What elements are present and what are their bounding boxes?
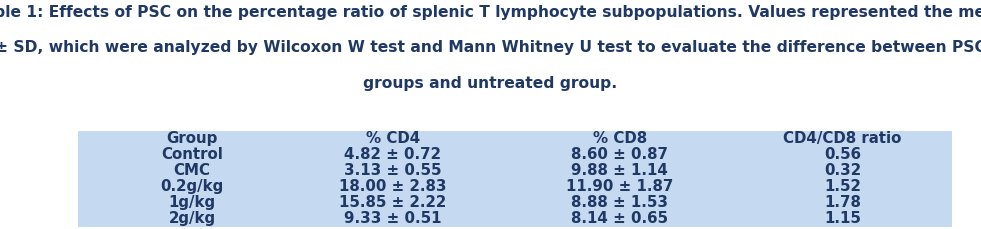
- Text: 8.60 ± 0.87: 8.60 ± 0.87: [571, 147, 668, 162]
- Text: 1.15: 1.15: [824, 211, 861, 226]
- Text: 0.56: 0.56: [824, 147, 861, 162]
- Text: 8.14 ± 0.65: 8.14 ± 0.65: [571, 211, 668, 226]
- Text: 18.00 ± 2.83: 18.00 ± 2.83: [339, 179, 446, 194]
- Text: 0.2g/kg: 0.2g/kg: [160, 179, 224, 194]
- Text: 2g/kg: 2g/kg: [169, 211, 216, 226]
- Text: Group: Group: [167, 131, 218, 146]
- Text: Table 1: Effects of PSC on the percentage ratio of splenic T lymphocyte subpopul: Table 1: Effects of PSC on the percentag…: [0, 5, 981, 20]
- Text: 8.88 ± 1.53: 8.88 ± 1.53: [571, 195, 668, 210]
- Text: % CD4: % CD4: [366, 131, 420, 146]
- Text: 0.32: 0.32: [824, 163, 861, 178]
- Text: 15.85 ± 2.22: 15.85 ± 2.22: [339, 195, 446, 210]
- Text: Control: Control: [161, 147, 223, 162]
- Text: 1.78: 1.78: [824, 195, 861, 210]
- Text: ± SD, which were analyzed by Wilcoxon W test and Mann Whitney U test to evaluate: ± SD, which were analyzed by Wilcoxon W …: [0, 40, 981, 55]
- Text: CMC: CMC: [174, 163, 211, 178]
- Text: groups and untreated group.: groups and untreated group.: [363, 76, 618, 91]
- Text: 1.52: 1.52: [824, 179, 861, 194]
- Text: 11.90 ± 1.87: 11.90 ± 1.87: [566, 179, 674, 194]
- Text: 3.13 ± 0.55: 3.13 ± 0.55: [344, 163, 441, 178]
- Text: 9.88 ± 1.14: 9.88 ± 1.14: [571, 163, 668, 178]
- Text: 4.82 ± 0.72: 4.82 ± 0.72: [344, 147, 441, 162]
- Text: CD4/CD8 ratio: CD4/CD8 ratio: [783, 131, 902, 146]
- Text: 9.33 ± 0.51: 9.33 ± 0.51: [344, 211, 441, 226]
- Text: 1g/kg: 1g/kg: [169, 195, 216, 210]
- Text: % CD8: % CD8: [593, 131, 646, 146]
